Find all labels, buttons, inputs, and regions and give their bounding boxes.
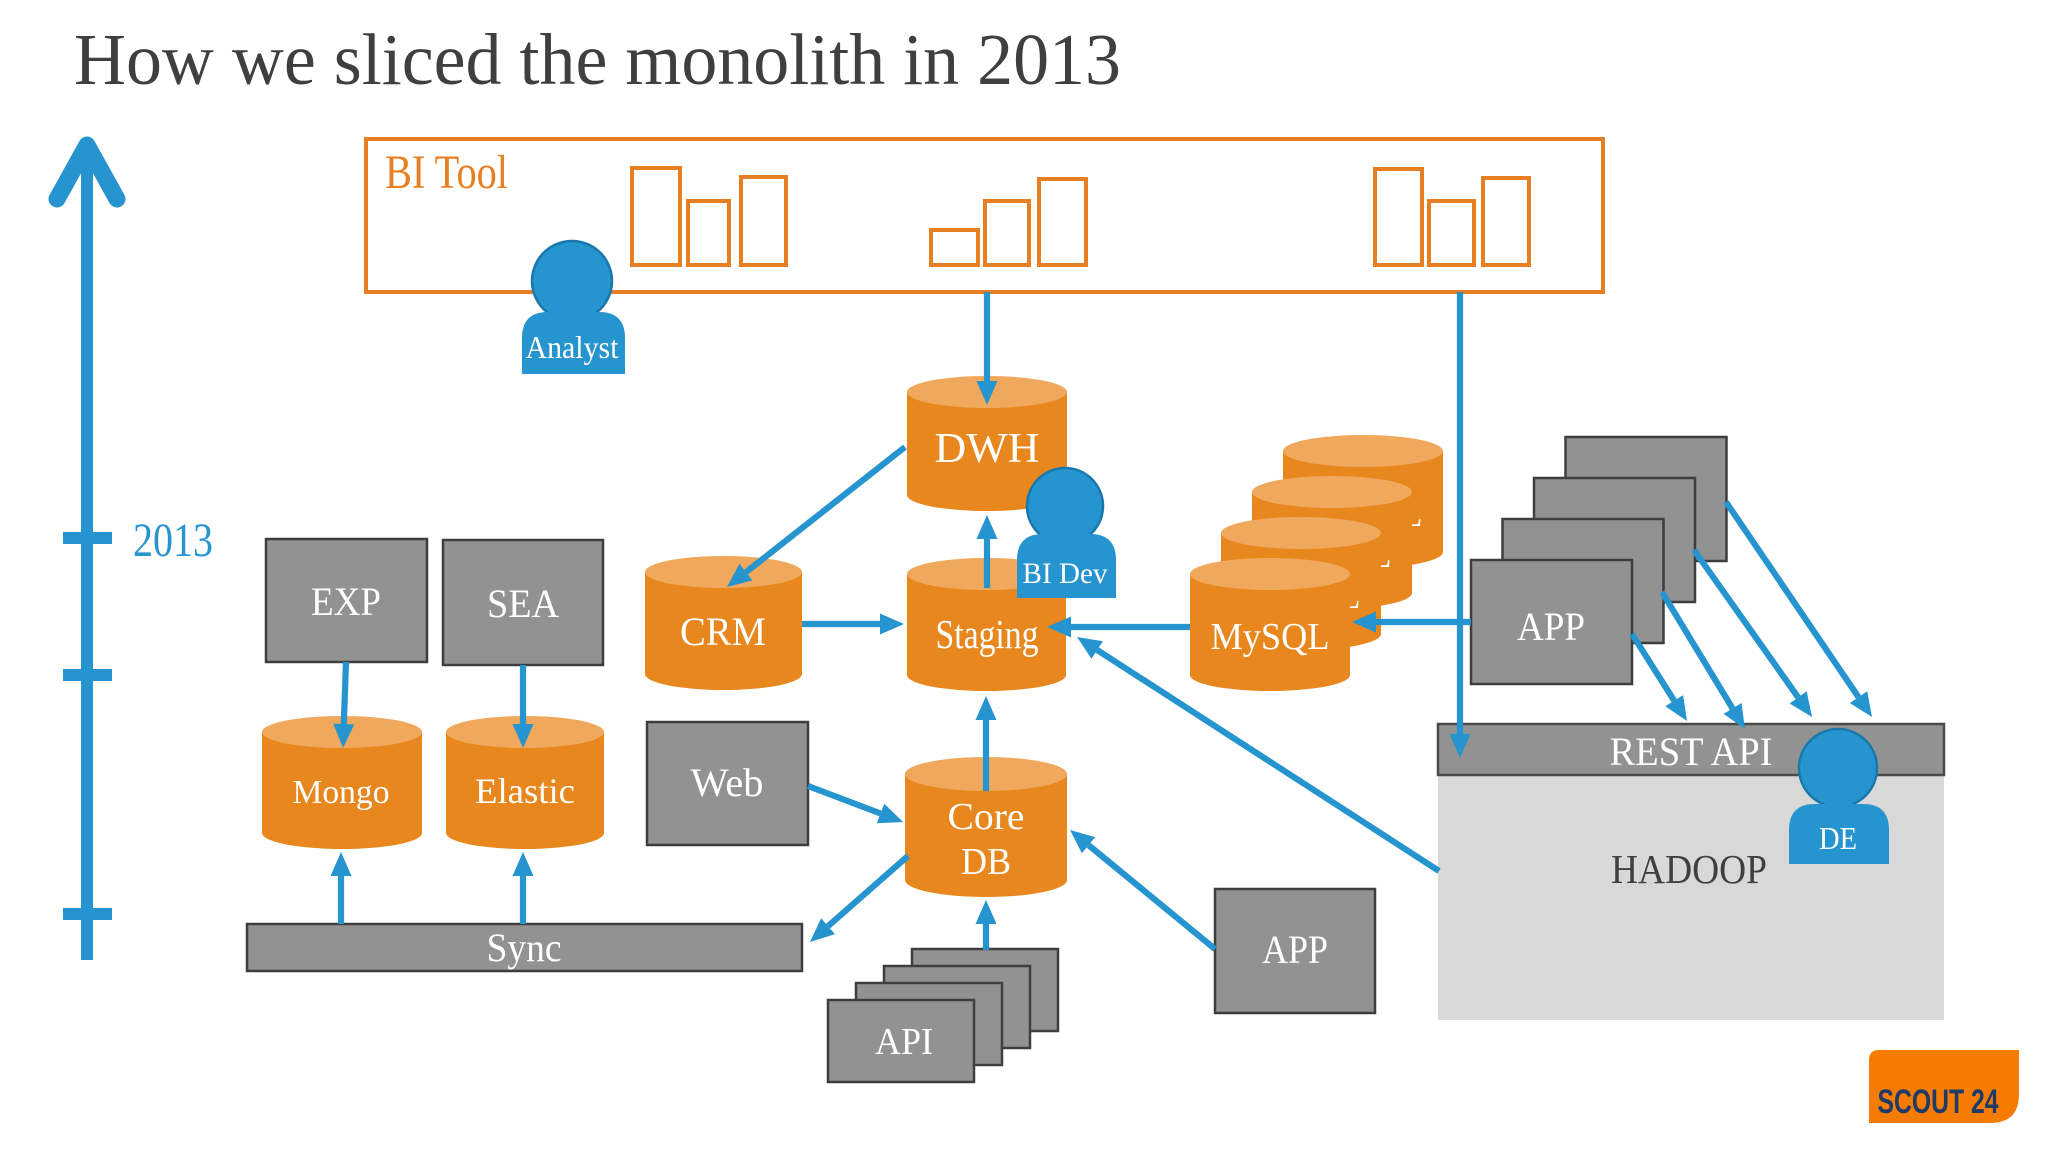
- svg-text:DB: DB: [961, 841, 1011, 883]
- svg-text:Web: Web: [691, 760, 764, 805]
- svg-text:HADOOP: HADOOP: [1611, 846, 1767, 892]
- svg-text:Analyst: Analyst: [526, 329, 619, 365]
- svg-text:2013: 2013: [133, 514, 213, 567]
- svg-text:Core: Core: [948, 796, 1025, 838]
- svg-text:DE: DE: [1819, 820, 1857, 856]
- svg-text:SEA: SEA: [487, 581, 559, 626]
- svg-text:MySQL: MySQL: [1211, 616, 1330, 658]
- svg-text:Staging: Staging: [936, 611, 1039, 657]
- svg-text:Mongo: Mongo: [293, 774, 390, 811]
- svg-text:DWH: DWH: [935, 426, 1040, 472]
- svg-text:REST API: REST API: [1610, 729, 1773, 774]
- svg-text:APP: APP: [1262, 927, 1328, 972]
- svg-text:How we sliced the monolith in: How we sliced the monolith in 2013: [74, 19, 1121, 100]
- svg-text:EXP: EXP: [311, 579, 381, 624]
- svg-text:Elastic: Elastic: [475, 771, 575, 811]
- svg-text:APP: APP: [1517, 604, 1585, 649]
- svg-text:API: API: [875, 1021, 933, 1063]
- svg-text:SCOUT 24: SCOUT 24: [1878, 1083, 1999, 1121]
- svg-text:BI Dev: BI Dev: [1023, 557, 1108, 590]
- svg-text:CRM: CRM: [680, 609, 766, 654]
- svg-text:BI Tool: BI Tool: [385, 146, 508, 199]
- svg-text:Sync: Sync: [487, 925, 562, 970]
